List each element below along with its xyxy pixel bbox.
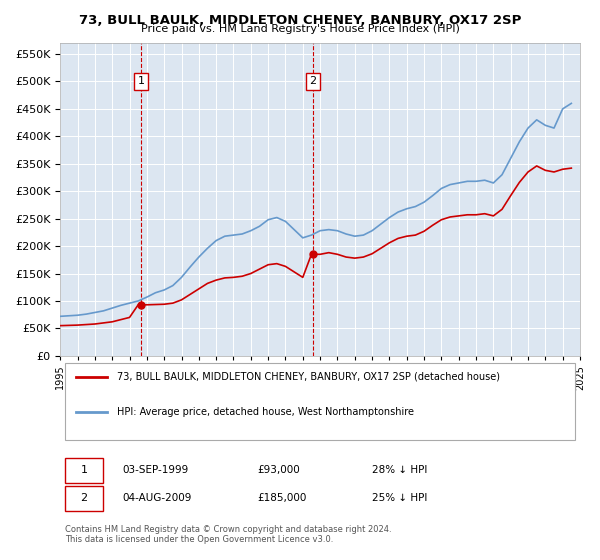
Text: 03-SEP-1999: 03-SEP-1999 <box>122 465 189 475</box>
Text: 04-AUG-2009: 04-AUG-2009 <box>122 493 192 503</box>
Text: Contains HM Land Registry data © Crown copyright and database right 2024.
This d: Contains HM Land Registry data © Crown c… <box>65 525 392 544</box>
Text: Price paid vs. HM Land Registry's House Price Index (HPI): Price paid vs. HM Land Registry's House … <box>140 24 460 34</box>
Text: 2: 2 <box>309 76 316 86</box>
Text: 1: 1 <box>80 465 88 475</box>
Text: 73, BULL BAULK, MIDDLETON CHENEY, BANBURY, OX17 2SP (detached house): 73, BULL BAULK, MIDDLETON CHENEY, BANBUR… <box>118 372 500 382</box>
FancyBboxPatch shape <box>65 486 103 511</box>
Text: 28% ↓ HPI: 28% ↓ HPI <box>372 465 427 475</box>
Text: HPI: Average price, detached house, West Northamptonshire: HPI: Average price, detached house, West… <box>118 407 415 417</box>
Text: 73, BULL BAULK, MIDDLETON CHENEY, BANBURY, OX17 2SP: 73, BULL BAULK, MIDDLETON CHENEY, BANBUR… <box>79 14 521 27</box>
Text: 1: 1 <box>137 76 145 86</box>
FancyBboxPatch shape <box>65 363 575 440</box>
FancyBboxPatch shape <box>65 458 103 483</box>
Text: £185,000: £185,000 <box>258 493 307 503</box>
Text: 2: 2 <box>80 493 88 503</box>
Text: 25% ↓ HPI: 25% ↓ HPI <box>372 493 427 503</box>
Text: £93,000: £93,000 <box>258 465 301 475</box>
